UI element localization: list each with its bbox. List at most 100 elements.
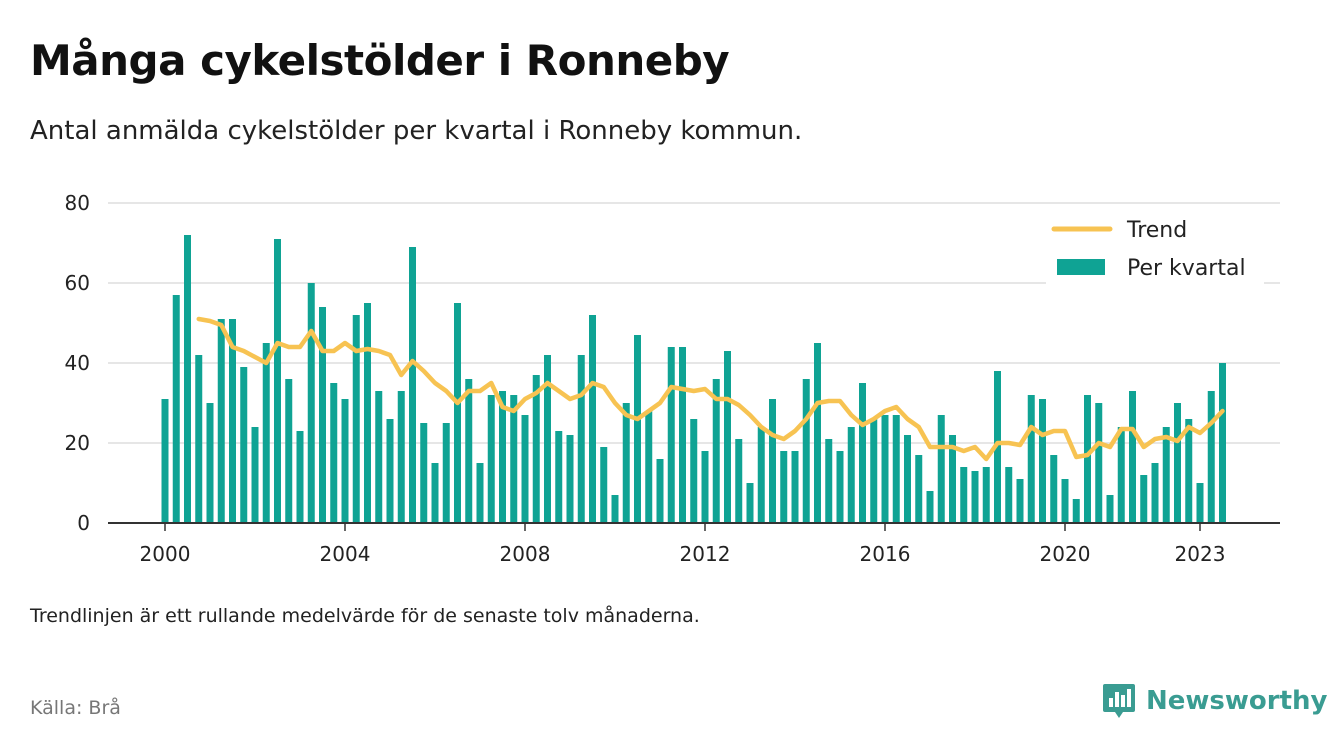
bar-line-chart: 0 20 40 60 80 2000 2004 2008 2012 2016 2020 2023 Tr… [65, 191, 1280, 566]
bar [1005, 467, 1013, 523]
legend-trend-label: Trend [1126, 218, 1187, 243]
bar [1106, 495, 1114, 523]
chart-subtitle: Antal anmälda cykelstölder per kvartal i… [30, 116, 803, 146]
y-tick-label: 40 [65, 351, 90, 375]
bar [1151, 463, 1159, 523]
x-tick-label: 2000 [140, 542, 191, 566]
bar [319, 307, 326, 523]
bar [307, 283, 315, 523]
bar [1016, 479, 1024, 523]
bar [949, 435, 956, 523]
bar [375, 391, 383, 523]
bar [330, 383, 338, 523]
bar [262, 343, 270, 523]
bar [1185, 419, 1193, 523]
bar [915, 455, 923, 523]
bar [161, 399, 169, 523]
bar [904, 435, 911, 523]
bar [960, 467, 968, 523]
bar [892, 415, 900, 523]
bar [1072, 499, 1080, 523]
bar [555, 431, 563, 523]
bar [667, 347, 675, 523]
bar [1084, 395, 1091, 523]
bar [195, 355, 203, 523]
bar [184, 235, 191, 523]
bar [510, 395, 518, 523]
legend: Trend Per kvartal [1046, 208, 1264, 284]
bar [532, 375, 540, 523]
bar [600, 447, 608, 523]
bar [442, 423, 450, 523]
bar [352, 315, 360, 523]
bar [487, 395, 495, 523]
bar [521, 415, 529, 523]
bar [364, 303, 371, 523]
bar [1027, 395, 1035, 523]
bar [397, 391, 405, 523]
bar [690, 419, 698, 523]
bar [206, 403, 214, 523]
brand-name: Newsworthy [1146, 686, 1328, 716]
bar [1174, 403, 1181, 523]
bar [1061, 479, 1069, 523]
bar [1039, 399, 1046, 523]
bar [937, 415, 945, 523]
bar [757, 427, 765, 523]
bar [724, 351, 731, 523]
bar [285, 379, 293, 523]
y-tick-label: 0 [77, 511, 90, 535]
bar [791, 451, 799, 523]
bar [1219, 363, 1226, 523]
bar [825, 439, 833, 523]
bar [859, 383, 866, 523]
bar [994, 371, 1001, 523]
bar [1196, 483, 1204, 523]
chart-title: Många cykelstölder i Ronneby [30, 36, 730, 85]
bar [577, 355, 585, 523]
bar [274, 239, 281, 523]
x-tick-label: 2016 [860, 542, 911, 566]
trend-line [196, 316, 1225, 462]
bar [1117, 427, 1125, 523]
bar [229, 319, 236, 523]
bar [1129, 391, 1136, 523]
x-tick-label: 2004 [320, 542, 371, 566]
bar [566, 435, 574, 523]
bar [499, 391, 506, 523]
bar [454, 303, 461, 523]
bar [465, 379, 473, 523]
bar [870, 419, 878, 523]
trend-series [196, 316, 1225, 462]
bar [926, 491, 934, 523]
bar [1162, 427, 1170, 523]
bar [240, 367, 248, 523]
x-tick-label: 2020 [1040, 542, 1091, 566]
y-tick-label: 20 [65, 431, 90, 455]
bar [341, 399, 349, 523]
bar [814, 343, 821, 523]
bar [780, 451, 788, 523]
bar [251, 427, 259, 523]
bar [420, 423, 428, 523]
legend-bar-label: Per kvartal [1127, 256, 1246, 281]
bar [1050, 455, 1058, 523]
bar [847, 427, 855, 523]
bar [735, 439, 743, 523]
bar [409, 247, 416, 523]
brand-logo: Newsworthy [1102, 682, 1327, 720]
trend-note: Trendlinjen är ett rullande medelvärde f… [30, 605, 700, 627]
bar [589, 315, 596, 523]
bar [971, 471, 979, 523]
x-tick-label: 2023 [1175, 542, 1226, 566]
x-tick-label: 2008 [500, 542, 551, 566]
bar [172, 295, 180, 523]
bar [544, 355, 551, 523]
axes: 0 20 40 60 80 2000 2004 2008 2012 2016 2020 2023 [65, 191, 1280, 566]
bar [476, 463, 484, 523]
bar [712, 379, 720, 523]
bar [656, 459, 664, 523]
bar [836, 451, 844, 523]
legend-bar-swatch [1057, 259, 1105, 275]
bar [1140, 475, 1148, 523]
